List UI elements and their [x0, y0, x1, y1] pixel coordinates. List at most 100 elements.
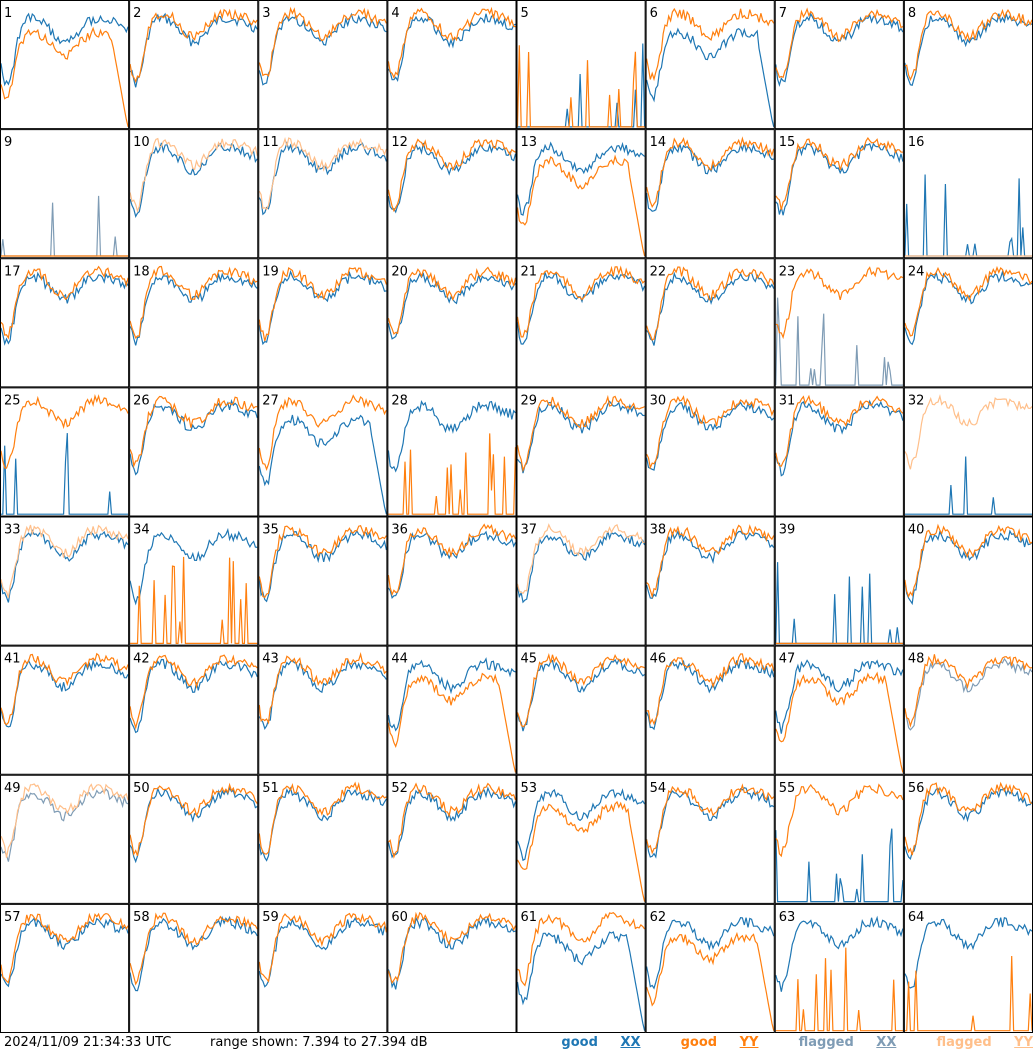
- series-line-yy: [258, 781, 387, 855]
- series-line-yy: [775, 947, 903, 1032]
- antenna-panel: 26: [129, 387, 259, 517]
- antenna-panel: 35: [258, 516, 388, 646]
- antenna-panel: 56: [903, 774, 1033, 904]
- series-line-xx: [646, 529, 775, 599]
- panel-frame: [387, 129, 517, 259]
- series-line-xx: [258, 414, 387, 515]
- antenna-panel: 1: [0, 0, 130, 130]
- panel-frame: [645, 774, 775, 904]
- panel-number: 42: [133, 652, 150, 667]
- antenna-panel: 58: [129, 903, 259, 1033]
- series-line-yy: [0, 26, 129, 128]
- panel-number: 24: [908, 264, 925, 279]
- series-line-xx: [129, 527, 258, 606]
- panel-number: 45: [521, 652, 538, 667]
- panel-number: 17: [4, 264, 21, 279]
- series-line-xx: [646, 27, 775, 128]
- antenna-panel: 32: [903, 387, 1033, 517]
- series-line-yy: [646, 7, 775, 82]
- panel-frame: [0, 129, 130, 259]
- panel-number: 2: [133, 6, 141, 21]
- antenna-panel: 19: [258, 258, 388, 388]
- panel-frame: [516, 129, 646, 259]
- panel-frame: [774, 129, 904, 259]
- antenna-panel: 8: [903, 0, 1033, 130]
- series-line-yy: [646, 136, 775, 208]
- panel-frame: [129, 645, 259, 775]
- panel-number: 58: [133, 910, 150, 925]
- panel-frame: [258, 645, 388, 775]
- panel-number: 49: [4, 781, 21, 796]
- series-line-yy: [258, 267, 387, 342]
- series-line-yy: [516, 265, 646, 338]
- antenna-panel: 30: [645, 387, 775, 517]
- antenna-panel: 6: [645, 0, 775, 130]
- series-line-xx: [516, 658, 645, 732]
- panel-frame: [258, 0, 388, 130]
- panel-frame: [129, 129, 259, 259]
- series-line-xx: [0, 788, 129, 862]
- antenna-panel: 36: [387, 516, 517, 646]
- panel-number: 16: [908, 135, 925, 150]
- series-line-yy: [387, 138, 516, 213]
- series-line-yy: [775, 394, 904, 467]
- panel-frame: [387, 903, 517, 1033]
- panel-frame: [258, 387, 388, 517]
- panel-number: 20: [391, 264, 408, 279]
- panel-frame: [387, 516, 517, 646]
- antenna-panel: 41: [0, 645, 130, 775]
- series-line-yy: [0, 265, 129, 340]
- antenna-panel: 40: [903, 516, 1033, 646]
- panel-number: 10: [133, 135, 150, 150]
- series-line-yy: [646, 653, 775, 726]
- panel-frame: [774, 645, 904, 775]
- panel-number: 41: [4, 652, 21, 667]
- antenna-panel: 21: [516, 258, 646, 388]
- series-line-xx: [129, 12, 258, 88]
- panel-frame: [645, 258, 775, 388]
- series-line-yy: [258, 394, 387, 471]
- series-line-yy: [129, 265, 258, 340]
- panel-frame: [774, 0, 904, 130]
- series-line-xx: [387, 142, 517, 214]
- panel-number: 21: [521, 264, 538, 279]
- series-line-yy: [904, 523, 1033, 598]
- panel-frame: [645, 0, 775, 130]
- series-line-xx: [129, 142, 258, 218]
- series-line-xx: [387, 400, 516, 473]
- timestamp: 2024/11/09 21:34:33 UTC: [4, 1035, 172, 1050]
- series-line-yy: [388, 433, 517, 515]
- series-line-xx: [775, 562, 903, 644]
- panel-number: 8: [908, 6, 916, 21]
- series-line-xx: [129, 272, 258, 346]
- antenna-panel: 12: [387, 129, 517, 259]
- series-line-yy: [516, 45, 645, 128]
- series-line-yy: [258, 6, 387, 77]
- antenna-panel: 37: [516, 516, 646, 646]
- panel-number: 48: [908, 652, 925, 667]
- panel-number: 27: [262, 393, 279, 408]
- series-line-xx: [646, 917, 775, 990]
- panel-frame: [774, 774, 904, 904]
- antenna-panel: 43: [258, 645, 388, 775]
- panel-frame: [129, 516, 259, 646]
- panel-frame: [129, 0, 259, 130]
- panel-number: 3: [262, 6, 270, 21]
- series-line-xx: [775, 659, 904, 734]
- panel-frame: [516, 645, 646, 775]
- series-line-yy: [258, 912, 387, 983]
- series-line-xx: [904, 269, 1032, 346]
- panel-frame: [516, 0, 646, 130]
- panel-number: 23: [779, 264, 796, 279]
- panel-number: 15: [779, 135, 796, 150]
- panel-number: 38: [650, 523, 667, 538]
- range-text: range shown: 7.394 to 27.394 dB: [210, 1035, 428, 1050]
- series-line-xx: [775, 828, 904, 903]
- panel-number: 31: [779, 393, 796, 408]
- panel-number: 19: [262, 264, 279, 279]
- series-line-xx: [904, 456, 1032, 515]
- panel-number: 47: [779, 652, 796, 667]
- panel-frame: [0, 258, 130, 388]
- legend-good-xx: good XX: [561, 1035, 641, 1050]
- panel-number: 33: [4, 523, 21, 538]
